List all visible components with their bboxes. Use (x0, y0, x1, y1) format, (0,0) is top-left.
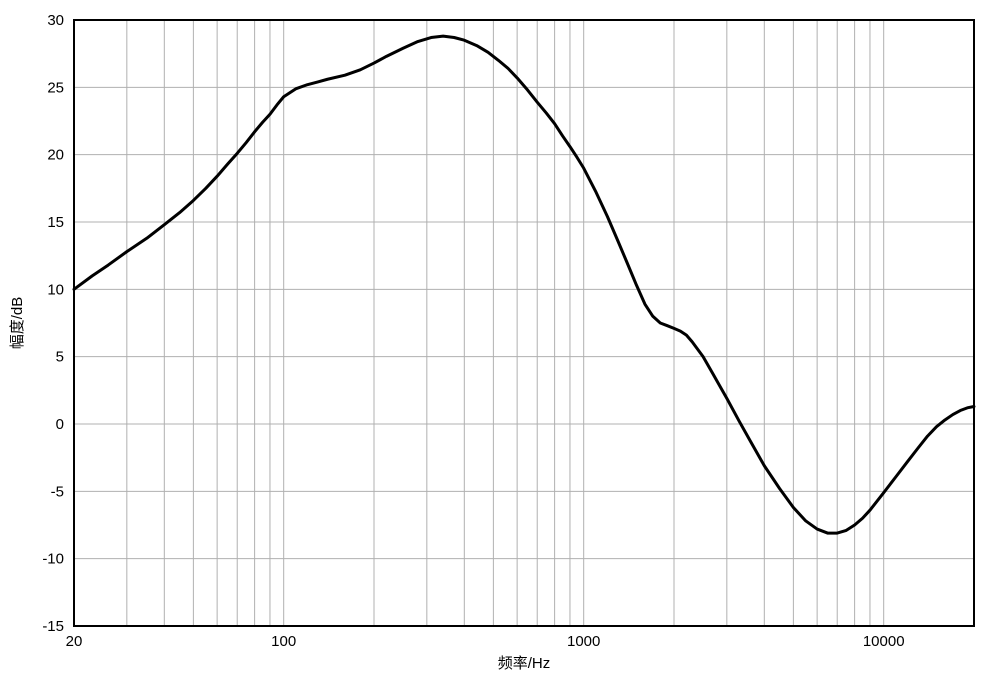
y-tick-label: 0 (56, 416, 64, 433)
y-tick-label: -15 (42, 618, 64, 635)
x-tick-label: 10000 (863, 633, 905, 650)
y-tick-label: 10 (47, 281, 64, 298)
x-tick-label: 100 (271, 633, 296, 650)
y-tick-label: 5 (56, 349, 64, 366)
x-axis-label: 频率/Hz (498, 655, 551, 672)
y-axis-label: 幅度/dB (9, 297, 26, 350)
y-tick-label: 30 (47, 12, 64, 29)
y-tick-label: 15 (47, 214, 64, 231)
y-tick-label: 20 (47, 147, 64, 164)
x-tick-label: 20 (66, 633, 83, 650)
y-tick-label: -10 (42, 551, 64, 568)
x-tick-label: 1000 (567, 633, 600, 650)
y-tick-label: -5 (51, 483, 64, 500)
frequency-response-chart: -15 -10 -5 0 5 10 15 20 25 30 20 100 1000 10000 频率/Hz 幅… (0, 0, 1000, 678)
chart-container: -15 -10 -5 0 5 10 15 20 25 30 20 100 1000 10000 频率/Hz 幅… (0, 0, 1000, 678)
y-tick-label: 25 (47, 79, 64, 96)
